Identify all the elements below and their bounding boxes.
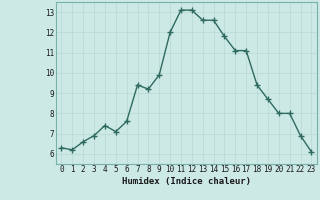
X-axis label: Humidex (Indice chaleur): Humidex (Indice chaleur) bbox=[122, 177, 251, 186]
